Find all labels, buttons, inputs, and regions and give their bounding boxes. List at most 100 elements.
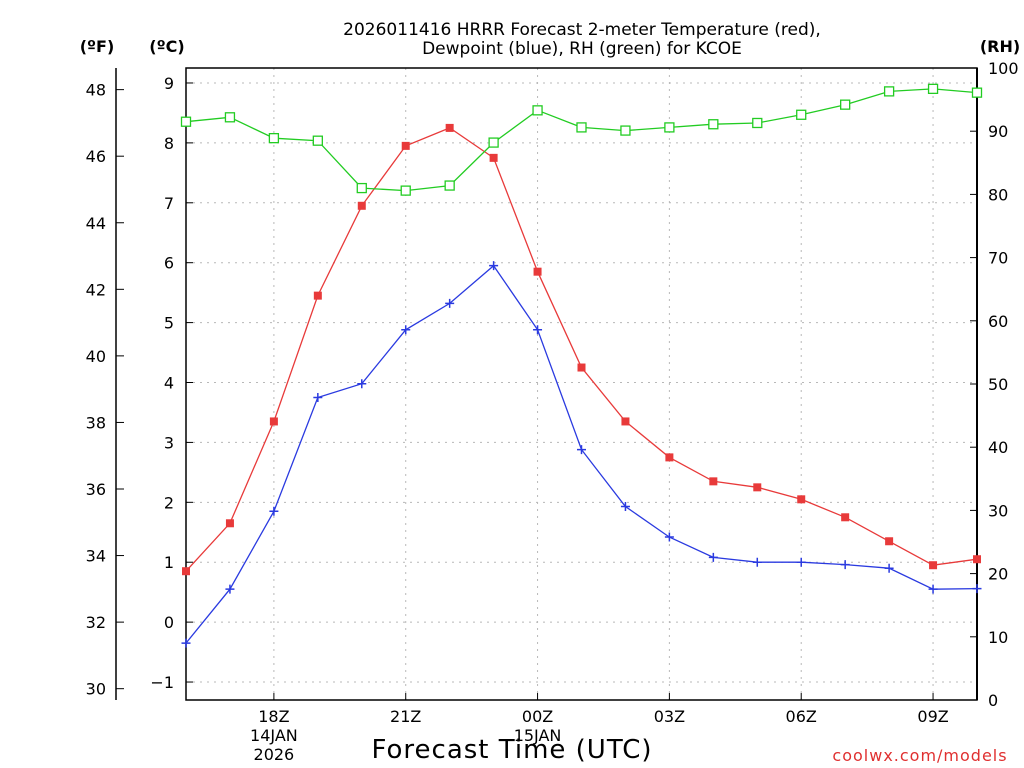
rh-point-7 — [488, 137, 499, 148]
fahrenheit-tick-label-46: 46 — [86, 147, 106, 166]
temperature-line — [185, 127, 978, 572]
temperature-point-2 — [269, 417, 278, 426]
temperature-point-4 — [357, 201, 366, 210]
dewpoint-point-2 — [269, 506, 279, 516]
grid-lines — [186, 68, 977, 700]
rh-tick-label-70: 70 — [988, 249, 1008, 268]
fahrenheit-tick-label-32: 32 — [86, 613, 106, 632]
rh-point-1 — [224, 112, 236, 123]
celsius-tick-label-1: 1 — [164, 553, 174, 572]
rh-point-2 — [268, 133, 280, 144]
dewpoint-point-14 — [796, 557, 806, 567]
celsius-tick-label-7: 7 — [164, 194, 174, 213]
dewpoint-point-12 — [708, 552, 718, 562]
dewpoint-point-6 — [445, 298, 455, 308]
temperature-point-17 — [929, 561, 938, 570]
rh-point-10 — [620, 125, 631, 136]
rh-tick-label-10: 10 — [988, 628, 1008, 647]
x-tick-label-06Z: 06Z — [786, 707, 817, 726]
dewpoint-point-16 — [884, 563, 894, 573]
dewpoint-point-3 — [313, 392, 323, 402]
rh-tick-label-60: 60 — [988, 312, 1008, 331]
axes: 30323436384042444648−1012345678901020304… — [86, 59, 1019, 764]
x-tick-label-21Z: 21Z — [390, 707, 421, 726]
rh-point-18 — [971, 87, 983, 98]
fahrenheit-tick-label-40: 40 — [86, 347, 106, 366]
temperature-point-5 — [401, 141, 410, 150]
dewpoint-point-5 — [401, 325, 411, 335]
rh-point-3 — [312, 135, 323, 146]
rh-tick-label-40: 40 — [988, 438, 1008, 457]
celsius-tick-label-3: 3 — [164, 433, 174, 452]
fahrenheit-tick-label-34: 34 — [86, 547, 106, 566]
rh-unit-label: (RH) — [980, 37, 1020, 56]
temperature-point-16 — [885, 537, 894, 546]
chart-title-line-2: Dewpoint (blue), RH (green) for KCOE — [422, 39, 742, 59]
fahrenheit-tick-label-36: 36 — [86, 480, 106, 499]
rh-point-11 — [664, 122, 675, 133]
x-axis-title: Forecast Time (UTC) — [371, 735, 652, 765]
chart-title: 2026011416 HRRR Forecast 2-meter Tempera… — [343, 20, 821, 59]
rh-series — [180, 83, 983, 196]
fahrenheit-tick-label-48: 48 — [86, 81, 106, 100]
x-tick-label-00Z: 00Z — [522, 707, 553, 726]
celsius-unit-label: (ºC) — [149, 37, 184, 56]
credit-label: coolwx.com/models — [832, 746, 1007, 765]
rh-point-9 — [576, 122, 587, 133]
temperature-point-9 — [577, 363, 586, 372]
temperature-point-11 — [665, 453, 674, 462]
celsius-tick-label-0: 0 — [164, 613, 174, 632]
fahrenheit-tick-label-30: 30 — [86, 680, 106, 699]
rh-tick-label-90: 90 — [988, 122, 1008, 141]
temperature-point-15 — [841, 513, 850, 522]
rh-point-16 — [883, 86, 895, 97]
celsius-tick-label-8: 8 — [164, 134, 174, 153]
rh-point-15 — [840, 99, 851, 110]
rh-point-14 — [796, 109, 807, 120]
rh-tick-label-50: 50 — [988, 375, 1008, 394]
rh-point-8 — [532, 105, 543, 116]
rh-point-0 — [180, 116, 192, 127]
dewpoint-point-15 — [840, 560, 850, 570]
dewpoint-point-7 — [489, 261, 499, 271]
fahrenheit-tick-label-42: 42 — [86, 280, 106, 299]
rh-tick-label-80: 80 — [988, 185, 1008, 204]
data-series — [180, 83, 983, 648]
dewpoint-point-8 — [533, 325, 543, 335]
x-tick-label-03Z: 03Z — [654, 707, 685, 726]
rh-tick-label-100: 100 — [988, 59, 1019, 78]
temperature-point-10 — [621, 417, 630, 426]
rh-point-17 — [927, 83, 939, 95]
celsius-tick-label--1: −1 — [150, 673, 174, 692]
dewpoint-point-0 — [181, 638, 191, 648]
rh-point-6 — [444, 180, 455, 191]
dewpoint-point-17 — [928, 584, 938, 594]
temperature-point-3 — [313, 291, 322, 300]
rh-tick-label-30: 30 — [988, 501, 1008, 520]
dewpoint-point-4 — [357, 379, 367, 389]
fahrenheit-unit-label: (ºF) — [80, 37, 115, 56]
temperature-point-12 — [709, 477, 718, 486]
temperature-point-7 — [489, 153, 498, 162]
rh-point-12 — [708, 119, 719, 130]
rh-point-13 — [752, 117, 763, 129]
temperature-point-14 — [797, 495, 806, 504]
dewpoint-point-13 — [752, 557, 762, 567]
x-date-label-15JAN: 15JAN — [514, 726, 562, 745]
celsius-tick-label-4: 4 — [164, 374, 174, 393]
celsius-tick-label-5: 5 — [164, 314, 174, 333]
rh-tick-label-20: 20 — [988, 565, 1008, 584]
celsius-tick-label-2: 2 — [164, 493, 174, 512]
fahrenheit-tick-label-38: 38 — [86, 413, 106, 432]
dewpoint-point-1 — [225, 584, 235, 594]
temperature-point-18 — [973, 555, 981, 564]
fahrenheit-tick-label-44: 44 — [86, 214, 106, 233]
temperature-point-8 — [533, 267, 542, 276]
dewpoint-point-9 — [577, 445, 586, 455]
temperature-point-1 — [225, 519, 234, 528]
rh-point-4 — [356, 182, 367, 194]
dewpoint-point-10 — [620, 502, 630, 512]
rh-line — [185, 88, 978, 192]
x-tick-label-18Z: 18Z — [258, 707, 289, 726]
temperature-point-13 — [753, 483, 762, 492]
